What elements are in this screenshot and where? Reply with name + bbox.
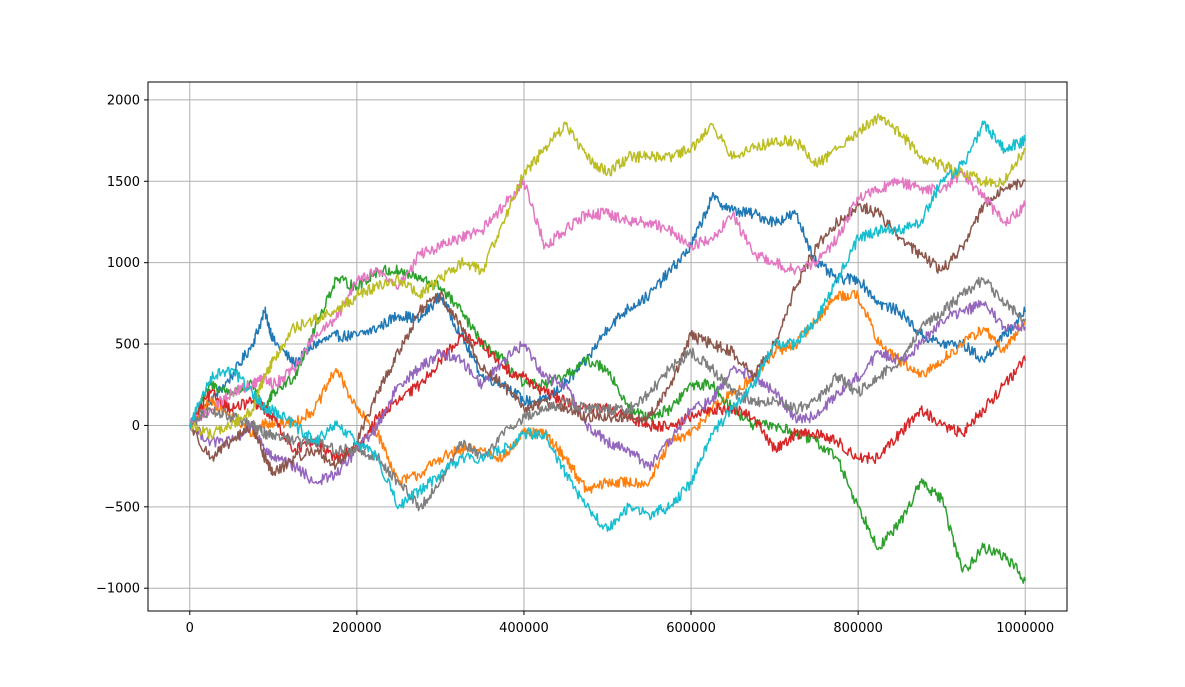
series-line-5 <box>189 299 1026 486</box>
y-tick-label: 500 <box>115 338 140 353</box>
y-tick-label: 2000 <box>107 93 140 108</box>
series-line-7 <box>189 169 1026 427</box>
x-axis: 0 200000 400000 600000 800000 1000000 <box>186 611 1054 636</box>
plot-frame <box>147 81 1068 612</box>
series-line-1 <box>189 191 1026 428</box>
series-line-9 <box>189 113 1026 440</box>
x-tick-label: 800000 <box>833 621 883 636</box>
series-line-8 <box>189 276 1026 512</box>
y-tick-label: 1500 <box>107 175 140 190</box>
x-tick-label: 1000000 <box>996 621 1054 636</box>
y-axis: −1000 −500 0 500 1000 1500 2000 <box>96 93 148 597</box>
x-tick-label: 200000 <box>332 621 382 636</box>
y-tick-label: −1000 <box>96 582 140 597</box>
y-tick-label: 1000 <box>107 256 140 271</box>
x-tick-label: 400000 <box>499 621 549 636</box>
x-tick-label: 0 <box>186 621 194 636</box>
series-line-2 <box>189 289 1026 494</box>
series-line-6 <box>189 178 1026 477</box>
series-line-3 <box>189 264 1026 584</box>
grid <box>148 82 1067 611</box>
y-tick-label: −500 <box>104 500 140 515</box>
series-line-10 <box>189 120 1026 532</box>
x-tick-label: 600000 <box>666 621 716 636</box>
y-tick-label: 0 <box>132 419 140 434</box>
series-group <box>189 113 1026 584</box>
